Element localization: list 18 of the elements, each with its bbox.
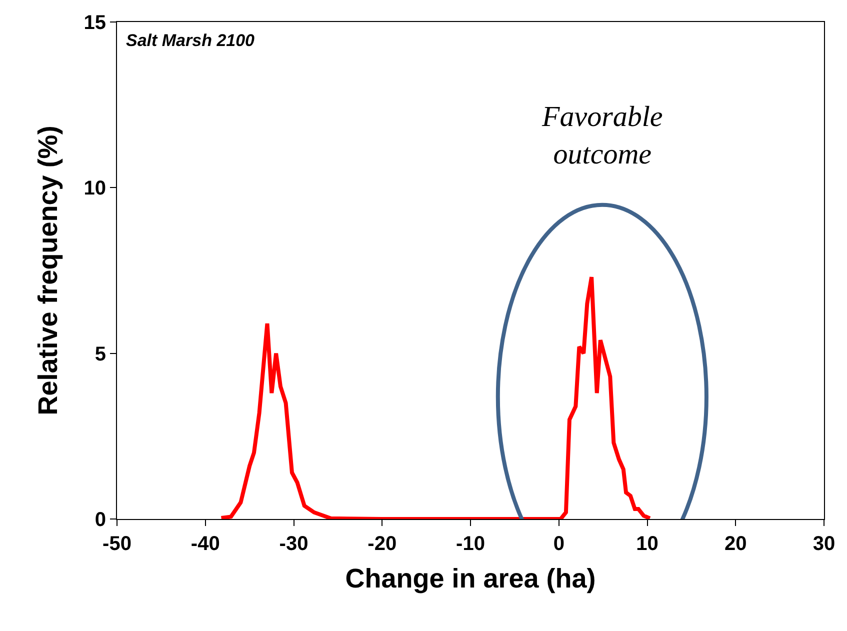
y-tick-label: 5 <box>94 343 106 366</box>
annotation: Favorable outcome <box>541 101 663 171</box>
x-tick-label: -40 <box>190 533 220 555</box>
x-tick-label: -20 <box>368 533 397 555</box>
x-tick-label: 30 <box>812 533 836 555</box>
line-series <box>219 275 652 519</box>
x-tick-label: 0 <box>553 533 564 555</box>
x-tick-label: 10 <box>636 533 658 555</box>
x-tick-label: 20 <box>724 533 747 555</box>
y-tick-label: 0 <box>94 509 106 531</box>
y-tick-label: 10 <box>84 178 106 200</box>
x-tick-label: -10 <box>456 533 485 555</box>
annotation: Salt Marsh 2100 <box>126 31 256 50</box>
x-axis-title: Change in area (ha) <box>345 563 596 594</box>
y-tick-label: 15 <box>84 12 106 34</box>
y-axis-title: Relative frequency (%) <box>32 126 63 416</box>
x-tick-label: -30 <box>279 533 308 555</box>
x-tick-label: -50 <box>102 533 132 555</box>
